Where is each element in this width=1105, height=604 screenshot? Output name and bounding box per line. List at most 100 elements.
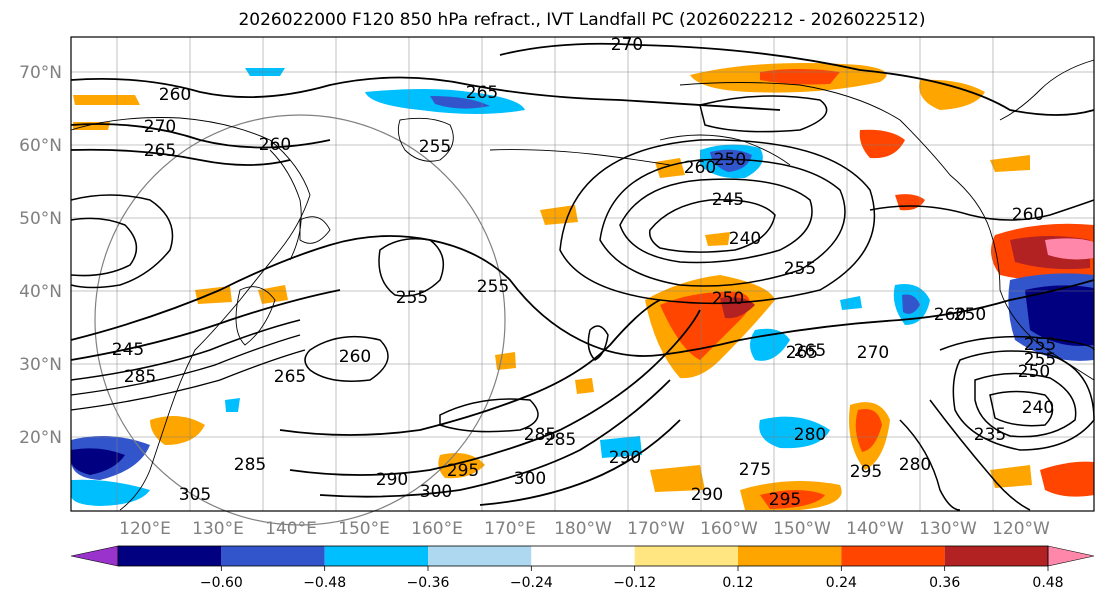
contour-label: 290 [609, 448, 641, 468]
contour-label: 260 [1012, 205, 1044, 225]
contour-label: 270 [857, 343, 889, 363]
contour-label: 255 [396, 288, 428, 308]
isoline-275-east [929, 399, 1031, 511]
map-background [71, 37, 1094, 511]
colorbar-tick-label: 0.12 [722, 575, 753, 591]
contour-label: 265 [144, 141, 176, 161]
isoline-275-west-band [70, 334, 301, 396]
shade-alaska-red [760, 69, 840, 85]
contour-label: 260 [259, 135, 291, 155]
shade-mex-orange [990, 465, 1032, 488]
lon-label: 160°W [700, 519, 758, 539]
shade-goa-darkblue [710, 149, 752, 172]
contours [70, 42, 1095, 511]
isoline-240-low [648, 199, 776, 253]
contour-label: 250 [712, 289, 744, 309]
lat-label: 30°N [19, 355, 62, 375]
shade-trop-orange-2 [495, 352, 516, 370]
isoline-260-north [70, 76, 781, 111]
lon-label: 140°E [265, 519, 317, 539]
lat-label: 50°N [19, 209, 62, 229]
isoline-250-east [952, 350, 1095, 451]
contour-label: 260 [684, 158, 716, 178]
contour-label: 265 [786, 343, 818, 363]
contour-label: 275 [739, 460, 771, 480]
colorbar-box-2 [221, 546, 325, 566]
shade-trop-blue [759, 416, 830, 449]
isoline-small-closed [587, 325, 609, 361]
colorbar-tick-label: −0.60 [200, 575, 243, 591]
shade-sc-orange [150, 416, 205, 445]
colorbar-box-5 [531, 546, 635, 566]
isoline-250-low [599, 158, 846, 287]
shade-np-orange [540, 205, 578, 225]
contour-label: 255 [784, 259, 816, 279]
lat-label: 20°N [19, 428, 62, 448]
contour-label: 285 [124, 367, 156, 387]
contour-label: 265 [466, 83, 498, 103]
contour-label: 305 [179, 485, 211, 505]
coast-canada-arctic [999, 59, 1095, 121]
contour-label: 265 [274, 367, 306, 387]
shade-sc-lightblue [71, 479, 150, 506]
contour-label: 240 [1022, 398, 1054, 418]
contour-label: 255 [1024, 335, 1056, 355]
lon-label: 160°E [411, 519, 463, 539]
lon-label: 130°W [919, 519, 977, 539]
colorbar-extend-max [1047, 545, 1095, 567]
longitude-labels: 120°E 130°E 140°E 150°E 160°E 170°E 180°W 170°W… [119, 519, 1050, 539]
contour-label: 250 [954, 305, 986, 325]
coast-sakhalin [299, 216, 331, 244]
contour-label: 255 [419, 137, 451, 157]
colorbar: −0.60 −0.48 −0.36 −0.24 −0.12 0.12 0.24 0.36 0.4… [70, 545, 1095, 591]
isoline-280-west-band [70, 349, 306, 411]
colorbar-box-3 [324, 546, 428, 566]
shade-trop-blue-2 [600, 436, 642, 458]
contour-label: 260 [339, 347, 371, 367]
contour-label: 285 [234, 455, 266, 475]
isoline-295-band [319, 379, 671, 498]
isoline-245-east [974, 372, 1077, 438]
colorbar-tick-label: −0.24 [510, 575, 553, 591]
contour-label: 245 [712, 190, 744, 210]
contour-label: 255 [1024, 350, 1056, 370]
shade-hawaii-red [855, 409, 882, 452]
contour-label: 265 [794, 341, 826, 361]
shade-ne-blue-2 [840, 296, 862, 310]
isoline-255-asia [70, 217, 138, 277]
contour-label: 255 [477, 277, 509, 297]
coast-aleutians [489, 149, 671, 166]
colorbar-tick-label: −0.12 [613, 575, 656, 591]
lon-label: 120°W [992, 519, 1050, 539]
map-frame [70, 36, 1095, 512]
contour-label: 285 [544, 430, 576, 450]
contour-label: 300 [420, 482, 452, 502]
lat-label: 60°N [19, 136, 62, 156]
contour-label: 270 [611, 35, 643, 55]
lon-label: 140°W [846, 519, 904, 539]
lon-label: 150°E [338, 519, 390, 539]
isoline-265-west-band [70, 289, 341, 361]
shade-arctic-orange [919, 79, 985, 110]
colorbar-box-6 [634, 546, 738, 566]
shade-wp-orange [195, 286, 232, 304]
figure-title: 2026022000 F120 850 hPa refract., IVT La… [238, 10, 925, 30]
contour-label: 295 [447, 461, 479, 481]
contour-label: 250 [714, 150, 746, 170]
colorbar-tick-label: 0.24 [826, 575, 857, 591]
colorbar-outline [117, 545, 1049, 567]
shade-canada-orange [990, 155, 1030, 172]
isoline-245-low [619, 178, 813, 264]
contour-label: 290 [376, 470, 408, 490]
shade-wcoast-pink [1045, 238, 1094, 260]
colorbar-box-7 [738, 546, 842, 566]
contour-label: 260 [159, 85, 191, 105]
graticule [71, 37, 1094, 511]
shade-sw-navy [1025, 285, 1094, 346]
lon-label: 180°W [554, 519, 612, 539]
colorbar-tick-label: −0.48 [303, 575, 346, 591]
contour-label: 295 [850, 462, 882, 482]
contour-label: 250 [1018, 362, 1050, 382]
coast-kamchatka [397, 117, 454, 162]
